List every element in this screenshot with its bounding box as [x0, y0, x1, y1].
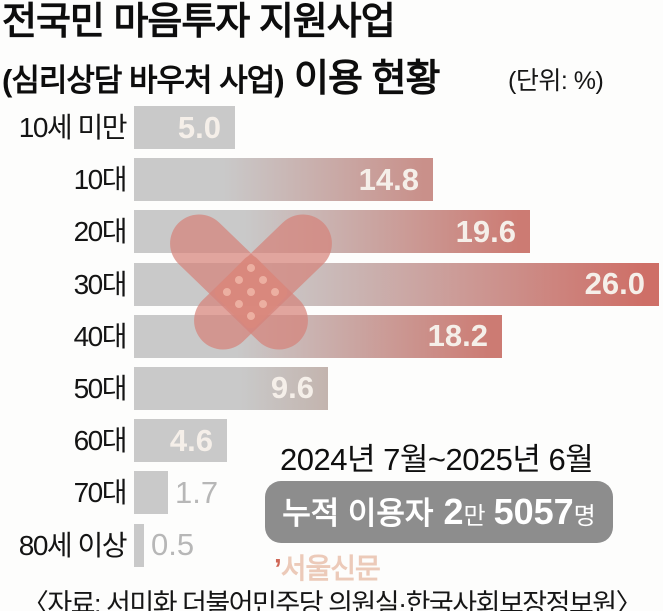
page-title-line2: (심리상담 바우처 사업) 이용 현황 — [2, 47, 440, 102]
bar-value: 19.6 — [455, 213, 516, 249]
title-subtitle: (심리상담 바우처 사업) — [2, 62, 285, 98]
watermark-mark: ’ — [274, 553, 282, 584]
watermark-text: 서울신문 — [280, 553, 381, 584]
age-label: 40대 — [73, 320, 128, 352]
bar: 5.0 — [134, 106, 235, 149]
chart-row: 70대 1.7 — [0, 471, 663, 515]
bar-value-outside: 0.5 — [151, 527, 195, 562]
unit-note: (단위: %) — [508, 67, 604, 95]
age-label: 10대 — [73, 164, 128, 196]
newspaper-watermark: ’서울신문 — [274, 547, 381, 587]
bar-value: 18.2 — [427, 318, 488, 354]
bar-wrap: 9.6 — [134, 366, 328, 410]
bar: 4.6 — [134, 419, 227, 463]
cumulative-users-badge: 누적 이용자 2 만 5057 명 — [265, 481, 613, 543]
bar: 14.8 — [134, 158, 433, 202]
chart-row: 50대 9.6 — [0, 366, 663, 410]
bar-value: 5.0 — [177, 109, 221, 145]
age-label: 50대 — [73, 372, 128, 404]
title-block: 전국민 마음투자 지원사업 (심리상담 바우처 사업) 이용 현황 — [2, 0, 440, 102]
badge-number-1: 2 — [443, 491, 464, 532]
bar-value-outside: 1.7 — [175, 474, 219, 510]
chart-row: 10세 미만 5.0 — [0, 106, 663, 149]
badge-unit-1: 만 — [463, 503, 486, 530]
age-label: 20대 — [73, 216, 128, 248]
chart-row: 40대 18.2 — [0, 314, 663, 358]
age-label: 60대 — [73, 425, 128, 457]
chart-row: 10대 14.8 — [0, 158, 663, 202]
source-credit: 〈자료: 서미화 더불어민주당 의원실·한국사회보장정보원〉 — [21, 589, 643, 611]
badge-number-2: 5057 — [493, 491, 574, 532]
bar-wrap: 14.8 — [134, 158, 433, 202]
title-emphasis: 이용 현황 — [294, 57, 440, 100]
bar-wrap: 1.7 — [134, 471, 219, 515]
bar — [134, 523, 144, 567]
bar-value: 26.0 — [584, 266, 645, 302]
chart-row: 80세 이상 0.5 — [0, 523, 663, 567]
age-label: 70대 — [73, 477, 128, 509]
bar — [134, 471, 168, 515]
chart-row: 30대 26.0 — [0, 262, 663, 306]
badge-label: 누적 이용자 — [282, 496, 434, 531]
age-label: 80세 이상 — [18, 529, 128, 561]
bar-wrap: 5.0 — [134, 106, 235, 149]
heart-bandaid-icon — [170, 214, 332, 350]
bandaid-pad — [214, 255, 288, 329]
age-label: 10세 미만 — [18, 112, 128, 143]
period-label: 2024년 7월~2025년 6월 — [280, 442, 594, 477]
page-title-line1: 전국민 마음투자 지원사업 — [2, 1, 396, 43]
chart-row: 60대 4.6 — [0, 419, 663, 463]
bar-value: 4.6 — [169, 422, 213, 458]
bar-value: 14.8 — [358, 161, 419, 197]
bar: 9.6 — [134, 366, 328, 410]
badge-unit-2: 명 — [573, 503, 596, 530]
bar-value: 9.6 — [270, 370, 314, 406]
bar-wrap: 4.6 — [134, 419, 227, 463]
bar-wrap: 0.5 — [134, 523, 195, 567]
bandaid-pad-dots — [222, 263, 280, 321]
age-label: 30대 — [73, 268, 128, 300]
